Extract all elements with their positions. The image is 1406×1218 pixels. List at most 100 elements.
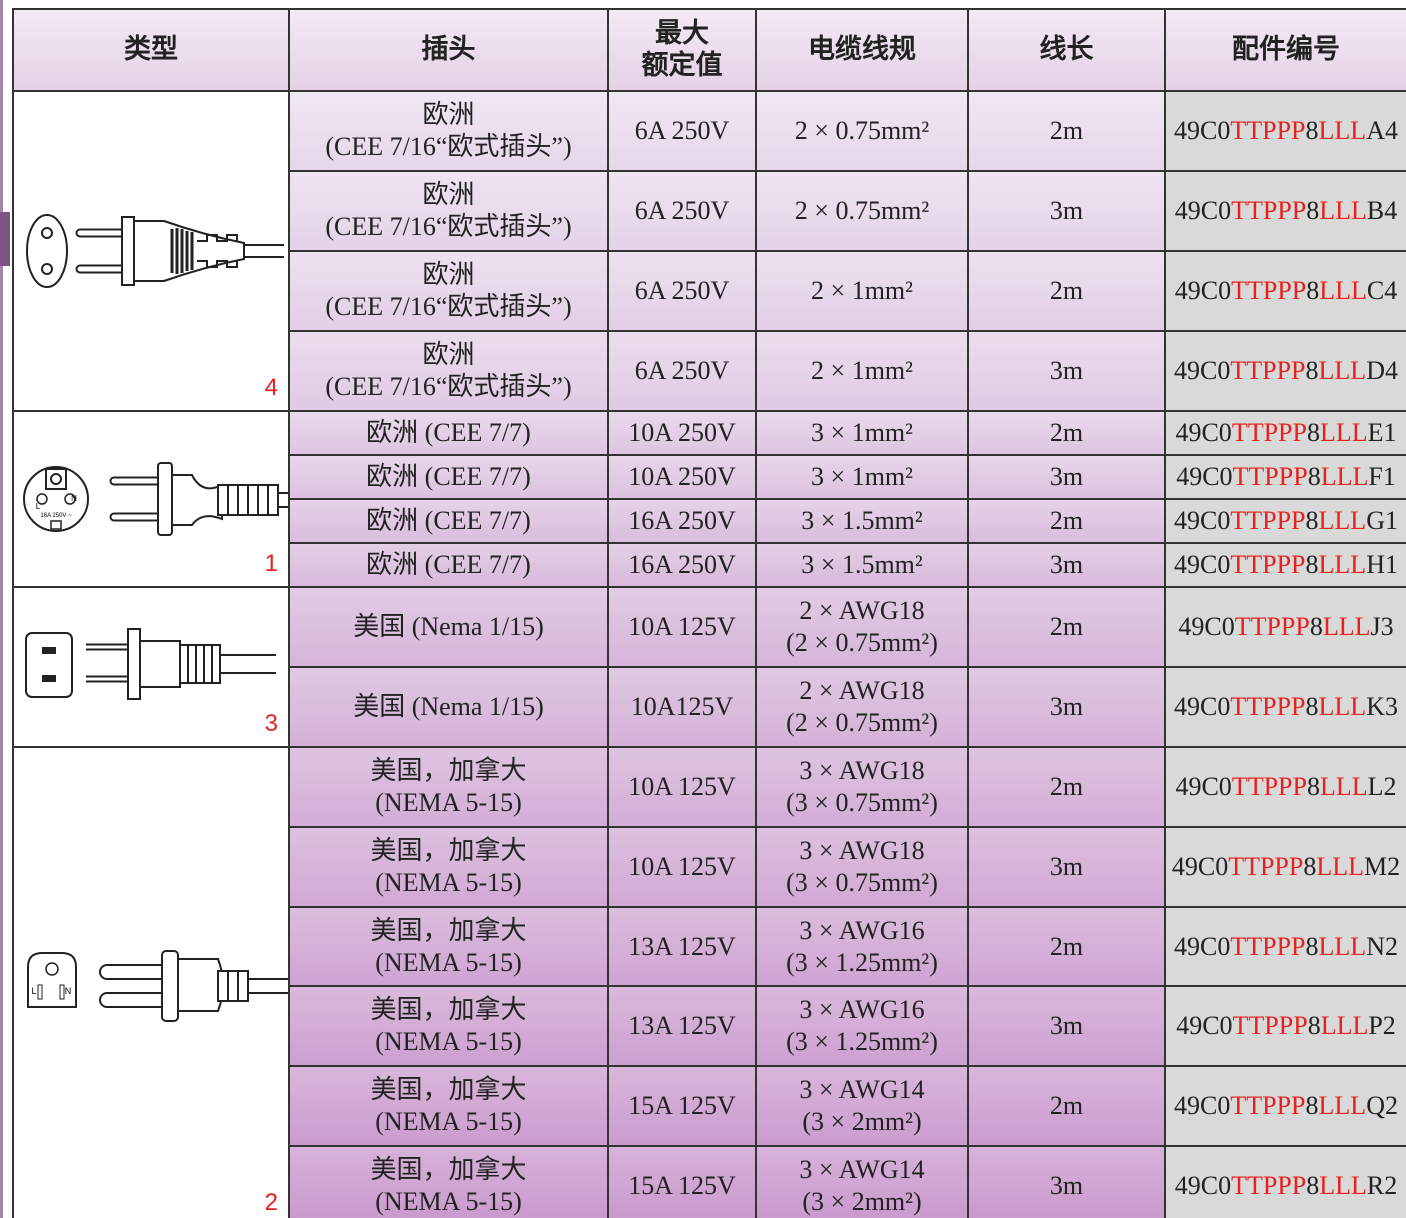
part-segment: TTPPP bbox=[1231, 276, 1307, 305]
length-cell: 2m bbox=[967, 746, 1166, 828]
part-segment: TTPPP bbox=[1230, 1091, 1306, 1120]
rating-cell: 13A 125V bbox=[607, 985, 757, 1067]
data-row: 欧洲 (CEE 7/7) 16A 250V 3 × 1.5mm² 3m 49C0TTPP… bbox=[13, 542, 1406, 588]
cable-text: (2 × 0.75mm²) bbox=[786, 708, 938, 737]
length-text: 3m bbox=[1049, 356, 1084, 385]
header-text: 电缆线规 bbox=[808, 34, 916, 65]
icon-shape bbox=[37, 984, 43, 999]
type-number: 2 bbox=[264, 1189, 278, 1216]
part-segment: TTPPP bbox=[1232, 1011, 1308, 1040]
icon-shape bbox=[220, 654, 276, 674]
data-row: 美国，加拿大 (NEMA 5-15) 13A 125V 3 × AWG16 (3 × 1… bbox=[13, 985, 1406, 1067]
rating-cell: 10A 125V bbox=[607, 826, 757, 908]
side-tab bbox=[0, 212, 10, 266]
part-segment: TTPPP bbox=[1230, 931, 1306, 961]
rating-text: 6A 250V bbox=[634, 196, 730, 225]
data-row: 4 欧洲 (CEE 7/16“欧式插头”) 6A 250V 2 × 0.75mm² 2m 4… bbox=[12, 90, 1406, 412]
cable-cell: 3 × AWG16 (3 × 1.25mm²) bbox=[755, 985, 969, 1067]
part-segment: 49C0 bbox=[1174, 276, 1232, 305]
part-segment: 8 bbox=[1305, 506, 1319, 535]
cable-text: (3 × 1.25mm²) bbox=[786, 1027, 938, 1056]
plug-text: 美国 (Nema 1/15) bbox=[353, 612, 544, 641]
part-segment: L2 bbox=[1367, 772, 1397, 801]
plug-text: (NEMA 5-15) bbox=[375, 1107, 522, 1136]
part-segment: C4 bbox=[1366, 276, 1398, 305]
plug-icon bbox=[25, 628, 276, 700]
data-row: L N 16A 250V ~ 1 欧洲 (CEE 7/7) 10A 250V 3 × 1mm… bbox=[12, 410, 1406, 588]
part-segment: 8 bbox=[1306, 1171, 1320, 1200]
part-segment: LLL bbox=[1318, 116, 1367, 145]
plug-text: (NEMA 5-15) bbox=[375, 947, 522, 977]
header-cell: 插头 bbox=[288, 8, 609, 92]
part-segment: LLL bbox=[1319, 196, 1367, 225]
rating-text: 13A 125V bbox=[628, 931, 736, 961]
rating-text: 10A 125V bbox=[628, 612, 736, 641]
length-cell: 3m bbox=[967, 330, 1166, 412]
icon-shape bbox=[217, 969, 249, 1002]
rating-text: 16A 250V bbox=[628, 506, 736, 535]
rating-cell: 10A 125V bbox=[607, 586, 757, 668]
icon-shape bbox=[127, 628, 141, 700]
icon-shape bbox=[278, 492, 287, 508]
cable-text: 3 × AWG14 bbox=[799, 1155, 925, 1184]
icon-shape bbox=[157, 462, 173, 536]
part-segment: 8 bbox=[1305, 116, 1319, 145]
cable-text: 3 × 1.5mm² bbox=[801, 506, 923, 535]
rating-cell: 10A 125V bbox=[607, 746, 757, 828]
type-cell: 3 bbox=[12, 586, 290, 748]
part-cell: 49C0TTPPP8LLLM2 bbox=[1164, 826, 1406, 908]
part-segment: TTPPP bbox=[1231, 772, 1307, 801]
cable-cell: 3 × AWG18 (3 × 0.75mm²) bbox=[755, 826, 969, 908]
cable-text: (3 × 2mm²) bbox=[802, 1187, 922, 1216]
rating-text: 10A 125V bbox=[628, 772, 736, 801]
icon-shape bbox=[197, 234, 238, 268]
length-text: 3m bbox=[1049, 692, 1084, 721]
rating-text: 16A 250V bbox=[628, 550, 736, 579]
part-segment: 49C0 bbox=[1171, 852, 1229, 881]
part-segment: TTPPP bbox=[1230, 506, 1306, 535]
part-segment: TTPPP bbox=[1231, 418, 1307, 447]
plug-text: 欧洲 bbox=[422, 340, 475, 369]
cable-text: 3 × AWG18 bbox=[799, 836, 925, 865]
part-segment: 49C0 bbox=[1174, 506, 1231, 535]
plug-cell: 美国，加拿大 (NEMA 5-15) bbox=[288, 826, 609, 908]
rating-cell: 15A 125V bbox=[607, 1065, 757, 1147]
part-segment: LLL bbox=[1319, 1171, 1367, 1200]
rating-cell: 6A 250V bbox=[607, 90, 757, 172]
icon-shape bbox=[41, 263, 53, 275]
icon-shape bbox=[42, 675, 56, 682]
icon-shape bbox=[177, 957, 224, 1012]
part-cell: 49C0TTPPP8LLLR2 bbox=[1164, 1145, 1406, 1218]
part-segment: Q2 bbox=[1366, 1091, 1398, 1120]
icon-shape bbox=[86, 643, 130, 683]
cable-text: 2 × 0.75mm² bbox=[794, 196, 930, 225]
part-segment: 8 bbox=[1307, 1011, 1321, 1040]
cable-text: 3 × 1mm² bbox=[811, 462, 913, 491]
length-text: 2m bbox=[1049, 612, 1084, 641]
part-segment: 8 bbox=[1307, 462, 1321, 491]
plug-text: 美国，加拿大 bbox=[370, 836, 527, 865]
plug-text: 美国 (Nema 1/15) bbox=[353, 692, 544, 721]
length-text: 2m bbox=[1049, 276, 1084, 305]
part-segment: 49C0 bbox=[1174, 1171, 1232, 1200]
cable-cell: 3 × AWG18 (3 × 0.75mm²) bbox=[755, 746, 969, 828]
length-text: 3m bbox=[1049, 196, 1084, 225]
plug-text: (CEE 7/16“欧式插头”) bbox=[325, 212, 572, 241]
plug-text: 欧洲 bbox=[422, 180, 475, 209]
data-row: 美国，加拿大 (NEMA 5-15) 15A 125V 3 × AWG14 (3 × 2… bbox=[13, 1145, 1406, 1218]
plug-cell: 美国 (Nema 1/15) bbox=[288, 666, 609, 748]
rating-cell: 16A 250V bbox=[607, 542, 757, 588]
part-segment: LLL bbox=[1318, 931, 1367, 961]
length-text: 3m bbox=[1049, 550, 1084, 579]
icon-label: 16A 250V ~ bbox=[40, 513, 72, 519]
part-segment: 8 bbox=[1303, 852, 1317, 881]
cable-text: 3 × 1mm² bbox=[811, 418, 913, 447]
icon-shape bbox=[170, 228, 194, 274]
header-text: 额定值 bbox=[641, 50, 723, 81]
cable-cell: 3 × AWG16 (3 × 1.25mm²) bbox=[755, 906, 969, 987]
part-cell: 49C0TTPPP8LLLG1 bbox=[1164, 498, 1406, 544]
part-segment: A4 bbox=[1366, 116, 1398, 145]
rating-cell: 10A125V bbox=[607, 666, 757, 748]
plug-cell: 欧洲 (CEE 7/16“欧式插头”) bbox=[288, 90, 609, 172]
